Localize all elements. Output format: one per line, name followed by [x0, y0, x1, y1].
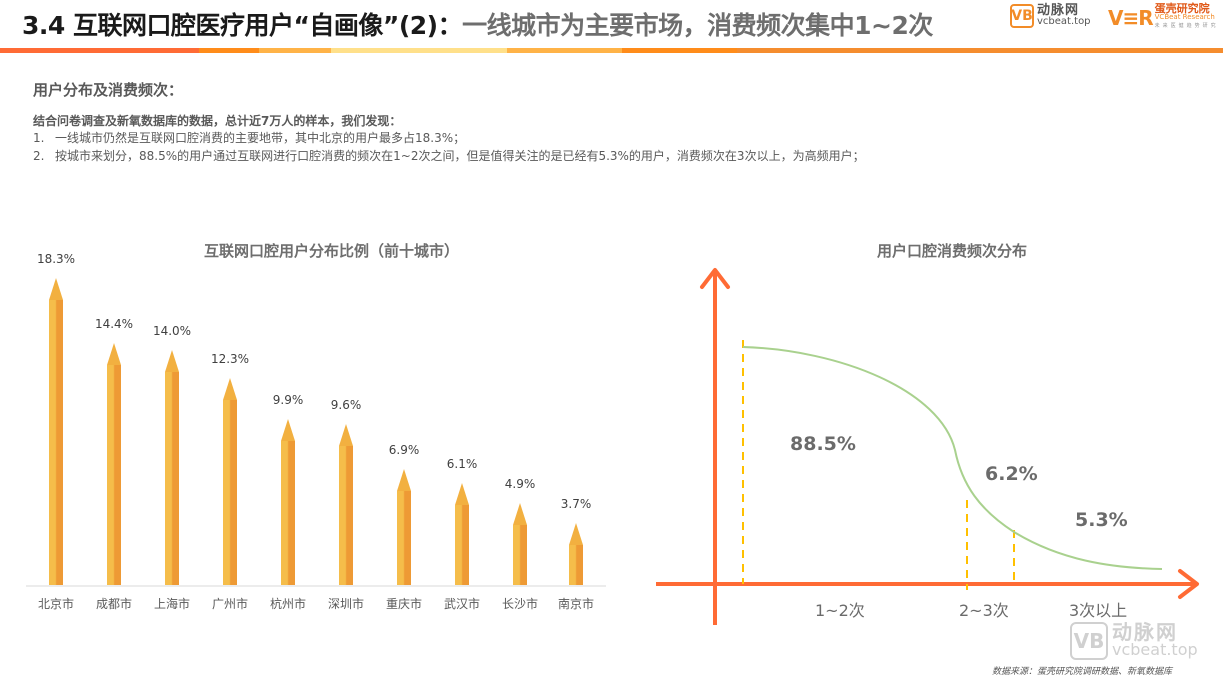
bar-body [513, 524, 527, 585]
intro-text: 结合问卷调查及新氧数据库的数据，总计近7万人的样本，我们发现： [33, 114, 402, 128]
bar-value-label: 3.7% [560, 496, 592, 511]
bar-value-label: 4.9% [504, 476, 536, 491]
bar-1 [107, 343, 121, 585]
data-source: 数据来源：蛋壳研究院调研数据、新氧数据库 [992, 667, 1173, 677]
label-2-3-percent: 6.2% [985, 463, 1038, 485]
bar-category-label: 长沙市 [501, 597, 538, 611]
bar-body [455, 504, 469, 585]
frequency-chart [656, 268, 1199, 625]
x-axis-arrow-icon [1178, 569, 1199, 599]
vbr-logo-cn: 蛋壳研究院 [1154, 2, 1210, 15]
bar-value-label: 9.9% [272, 392, 304, 407]
bar-tip [455, 482, 469, 505]
x-label-3plus: 3次以上 [1069, 601, 1128, 620]
bar-category-label: 重庆市 [385, 597, 422, 611]
watermark-en: vcbeat.top [1112, 640, 1198, 659]
bar-tip [339, 423, 353, 446]
watermark-cn: 动脉网 [1112, 620, 1178, 644]
bar-body [397, 491, 411, 585]
vbr-logo-sub: 未来医健趋势研究 [1154, 23, 1219, 29]
finding-2-number: 2. [33, 149, 45, 163]
bar-value-label: 12.3% [210, 352, 250, 367]
vbr-logo-icon: V≡R [1108, 5, 1154, 30]
bar-6 [397, 469, 411, 585]
bar-2 [165, 349, 179, 585]
vcbeat-logo: VB 动脉网 vcbeat.top [1010, 4, 1091, 28]
label-3plus-percent: 5.3% [1075, 509, 1128, 531]
frequency-chart-title: 用户口腔消费频次分布 [877, 242, 1028, 260]
bar-body [107, 365, 121, 585]
page-title: 3.4 互联网口腔医疗用户“自画像”(2)：一线城市为主要市场，消费频次集中1~… [22, 6, 933, 42]
bar-value-label: 6.1% [446, 456, 478, 471]
bar-tip [397, 469, 411, 492]
header-color-bar [0, 48, 1223, 53]
bar-body [165, 371, 179, 585]
bar-5 [339, 423, 353, 585]
bar-3 [223, 378, 237, 585]
color-bar-segment [0, 48, 199, 53]
bar-tip [165, 349, 179, 372]
watermark-logo-icon: VB [1070, 622, 1108, 660]
bar-category-label: 南京市 [557, 597, 594, 611]
vcbeat-logo-cn: 动脉网 [1037, 3, 1080, 18]
bar-value-label: 14.4% [94, 317, 134, 332]
vcbeat-logo-icon: VB [1010, 4, 1034, 28]
finding-1: 1. 一线城市仍然是互联网口腔消费的主要地带，其中北京的用户最多占18.3%； [33, 129, 465, 146]
bar-body [281, 440, 295, 585]
bar-tip [569, 522, 583, 545]
vcbeat-logo-en: vcbeat.top [1037, 16, 1091, 27]
finding-2: 2. 按城市来划分，88.5%的用户通过互联网进行口腔消费的频次在1~2次之间，但… [33, 147, 865, 164]
bar-tip [513, 502, 527, 525]
bar-tip [281, 418, 295, 441]
color-bar-segment [199, 48, 259, 53]
finding-1-text: 一线城市仍然是互联网口腔消费的主要地带，其中北京的用户最多占18.3%； [55, 131, 466, 145]
color-bar-segment [737, 48, 1223, 53]
bar-body [223, 400, 237, 585]
bar-body [339, 445, 353, 585]
vbr-logo-en: VCBeat Research [1154, 13, 1215, 21]
color-bar-segment [622, 48, 737, 53]
bar-body [569, 544, 583, 585]
page-title-sub: 一线城市为主要市场，消费频次集中1~2次 [462, 11, 933, 40]
x-label-1-2: 1~2次 [815, 601, 865, 620]
bar-tip [49, 277, 63, 300]
bar-value-label: 14.0% [152, 323, 192, 338]
bar-chart-baseline [26, 585, 606, 587]
x-label-2-3: 2~3次 [959, 601, 1009, 620]
bar-value-label: 9.6% [330, 397, 362, 412]
bar-category-label: 武汉市 [443, 597, 480, 611]
bar-category-label: 北京市 [37, 597, 74, 611]
color-bar-segment [507, 48, 622, 53]
bar-category-label: 广州市 [211, 597, 248, 611]
bar-8 [513, 502, 527, 585]
bar-4 [281, 418, 295, 585]
bar-body [49, 299, 63, 585]
bar-0 [49, 277, 63, 585]
bar-category-label: 深圳市 [327, 597, 364, 611]
bar-chart-title: 互联网口腔用户分布比例（前十城市） [204, 242, 460, 260]
bar-tip [107, 343, 121, 366]
distribution-curve [742, 346, 1163, 570]
finding-2-text: 按城市来划分，88.5%的用户通过互联网进行口腔消费的频次在1~2次之间，但是值… [55, 149, 865, 163]
color-bar-segment [259, 48, 331, 53]
finding-1-number: 1. [33, 131, 45, 145]
bar-value-label: 18.3% [36, 251, 76, 266]
bar-9 [569, 522, 583, 585]
vcbeat-watermark: VB 动脉网 vcbeat.top [1070, 622, 1198, 660]
label-1-2-percent: 88.5% [790, 433, 856, 455]
section-title: 用户分布及消费频次： [33, 81, 184, 99]
vbr-logo: V≡R 蛋壳研究院 VCBeat Research 未来医健趋势研究 [1108, 2, 1219, 31]
y-axis-arrow-icon [700, 268, 730, 289]
bar-tip [223, 378, 237, 401]
bar-category-label: 杭州市 [269, 597, 306, 611]
page-title-main: 3.4 互联网口腔医疗用户“自画像”(2)： [22, 11, 463, 40]
bar-value-label: 6.9% [388, 443, 420, 458]
bar-category-label: 成都市 [95, 597, 132, 611]
color-bar-segment [331, 48, 507, 53]
bar-category-label: 上海市 [153, 597, 190, 611]
bar-7 [455, 482, 469, 585]
